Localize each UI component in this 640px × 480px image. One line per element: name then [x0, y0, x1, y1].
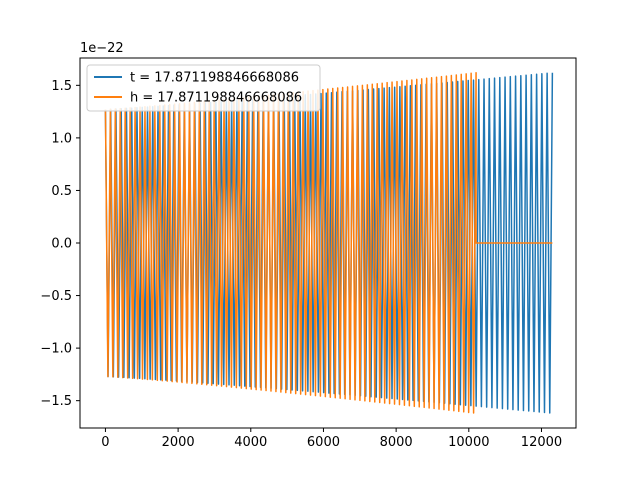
legend: t = 17.871198846668086 h = 17.8711988466… [86, 64, 321, 112]
x-axis: 0 2000 4000 6000 8000 10000 12000 [101, 428, 562, 450]
legend-label-h: h = 17.871198846668086 [130, 91, 302, 106]
y-tick-label: −1.0 [40, 342, 72, 357]
x-tick-label: 10000 [448, 435, 489, 450]
x-tick-label: 12000 [521, 435, 562, 450]
x-tick-label: 8000 [380, 435, 413, 450]
legend-box [86, 64, 321, 112]
y-tick-label: 0.0 [51, 237, 72, 252]
x-tick-label: 0 [101, 435, 109, 450]
y-tick-label: 1.5 [51, 79, 72, 94]
y-tick-label: −1.5 [40, 394, 72, 409]
legend-label-t: t = 17.871198846668086 [130, 71, 299, 86]
y-tick-label: 1.0 [51, 131, 72, 146]
y-axis: −1.5 −1.0 −0.5 0.0 0.5 1.0 1.5 [40, 79, 80, 409]
y-tick-label: 0.5 [51, 184, 72, 199]
y-offset-label: 1e−22 [80, 41, 124, 56]
x-tick-label: 4000 [234, 435, 267, 450]
y-tick-label: −0.5 [40, 289, 72, 304]
x-tick-label: 6000 [307, 435, 340, 450]
x-tick-label: 2000 [162, 435, 195, 450]
